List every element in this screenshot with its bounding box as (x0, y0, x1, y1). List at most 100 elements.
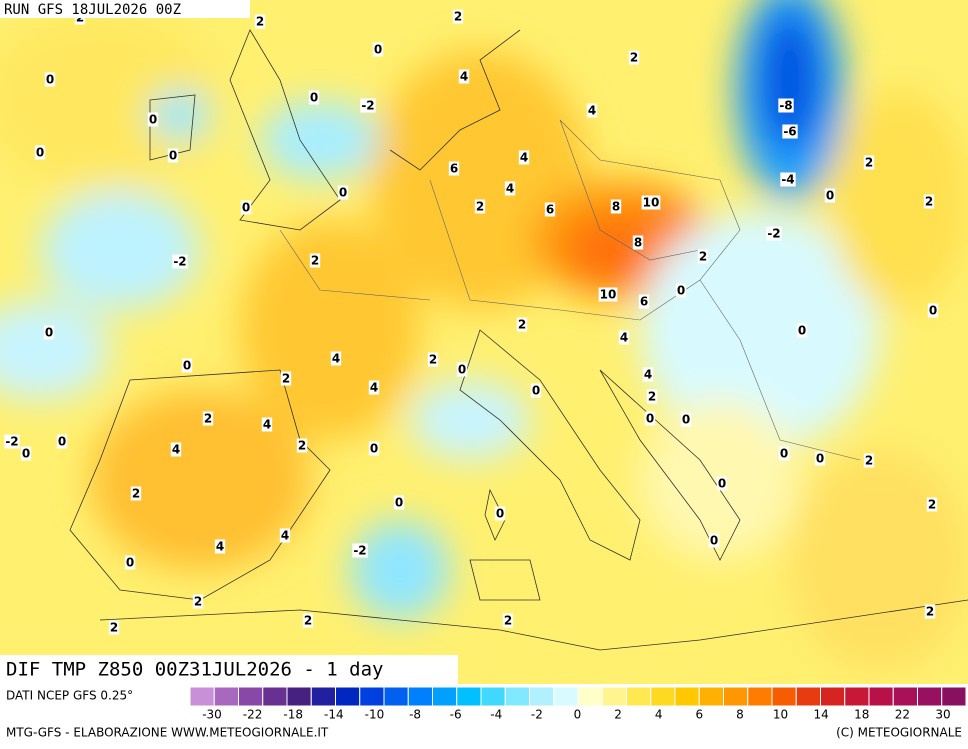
contour-label: 0 (496, 507, 504, 521)
colorbar: -30 -22 -18 -14 -10 -8 -6 -4 -2 0 2 4 6 8 10 14 18 22 30 (189, 686, 967, 722)
contour-label: 2 (204, 412, 212, 426)
contour-label-bg (641, 195, 661, 210)
contour-label: 4 (506, 182, 514, 196)
title-box (0, 655, 458, 684)
coastlines (69, 29, 968, 651)
contour-label-bg (254, 14, 266, 29)
contour-label: -2 (767, 227, 780, 241)
colorbar-tick-label: 4 (655, 708, 663, 722)
contour-label-bg (181, 358, 193, 373)
contour-label-bg (516, 317, 528, 332)
contour-label: 2 (454, 10, 462, 24)
contour-label-bg (924, 604, 936, 619)
colorbar-tick-label: 14 (814, 708, 829, 722)
contour-label-bg (448, 161, 460, 176)
contour-label-bg (44, 72, 56, 87)
contour-label: 0 (339, 186, 347, 200)
contour-label: 2 (256, 15, 264, 29)
contour-label: 4 (460, 70, 468, 84)
contour-label-bg (330, 351, 342, 366)
contour-label: 2 (928, 498, 936, 512)
colorbar-tick-label: -10 (365, 708, 385, 722)
contour-label-bg (642, 367, 654, 382)
colorbar-tick-label: -30 (202, 708, 222, 722)
contour-label-bg (108, 620, 120, 635)
colorbar-tick-label: -6 (450, 708, 462, 722)
contour-label: 4 (520, 151, 528, 165)
contour-label: 0 (816, 452, 824, 466)
contour-label: 2 (429, 353, 437, 367)
contour-label: 8 (634, 236, 642, 250)
colorbar-swatch (456, 686, 482, 707)
contour-label: 0 (149, 113, 157, 127)
contour-label: 2 (926, 605, 934, 619)
contour-label: 0 (183, 359, 191, 373)
colorbar-tick-label: 8 (736, 708, 744, 722)
credit-right: (C) METEOGIORNALE (836, 726, 962, 740)
colorbar-swatch (577, 686, 603, 707)
colorbar-swatch (892, 686, 918, 707)
contour-label-bg (632, 235, 644, 250)
contour-label-bg (4, 434, 20, 449)
contour-label: 2 (311, 254, 319, 268)
contour-label: 10 (643, 196, 660, 210)
contour-label-bg (863, 453, 875, 468)
contour-label-bg (43, 325, 55, 340)
contour-label: 0 (169, 149, 177, 163)
colorbar-tick-label: 0 (574, 708, 582, 722)
contour-label: 2 (132, 487, 140, 501)
contour-label: 2 (648, 390, 656, 404)
colorbar-swatch (335, 686, 361, 707)
contour-label: -4 (781, 173, 794, 187)
contour-label: 0 (682, 413, 690, 427)
contour-label-bg (814, 451, 826, 466)
contour-label-bg (863, 155, 875, 170)
contour-label-bg (56, 434, 68, 449)
contour-label: 2 (518, 318, 526, 332)
contour-label-bg (504, 181, 516, 196)
contour-label-bg (368, 441, 380, 456)
contour-label: 2 (925, 195, 933, 209)
contour-label-bg (337, 185, 349, 200)
colorbar-swatch (820, 686, 846, 707)
contour-label: 2 (110, 621, 118, 635)
contour-label: 4 (370, 381, 378, 395)
contour-label-bg (240, 200, 252, 215)
colorbar-swatch (844, 686, 870, 707)
colorbar-swatch (917, 686, 943, 707)
contour-label: 2 (699, 250, 707, 264)
header-box (0, 0, 250, 18)
contour-label: 4 (281, 529, 289, 543)
contour-label-bg (474, 199, 486, 214)
contour-label-bg (34, 145, 46, 160)
contour-label: 0 (780, 447, 788, 461)
colorbar-swatch (723, 686, 749, 707)
contour-label: 0 (532, 384, 540, 398)
contour-label: 2 (630, 51, 638, 65)
contour-label: 4 (620, 331, 628, 345)
contour-label-bg (308, 90, 320, 105)
contour-label: 0 (929, 304, 937, 318)
colorbar-swatch (310, 686, 336, 707)
contour-label-bg (766, 226, 782, 241)
colorbar-swatch (480, 686, 506, 707)
contour-label: 0 (677, 284, 685, 298)
contour-label-bg (778, 98, 794, 113)
contour-label-bg (598, 287, 618, 302)
contour-label: 8 (612, 200, 620, 214)
run-label: RUN GFS 18JUL2026 00Z (4, 2, 181, 18)
credit-left: MTG-GFS - ELABORAZIONE WWW.METEOGIORNALE… (6, 726, 329, 740)
colorbar-swatch (941, 686, 967, 707)
contour-label-bg (172, 254, 188, 269)
colorbar-swatch (601, 686, 627, 707)
contour-label: 2 (194, 595, 202, 609)
colorbar-swatch (674, 686, 700, 707)
contour-label: 6 (450, 162, 458, 176)
colorbar-swatch (553, 686, 579, 707)
contour-label: 0 (458, 363, 466, 377)
contour-label-bg (279, 528, 291, 543)
contour-label: -2 (353, 544, 366, 558)
contour-label: 0 (710, 534, 718, 548)
colorbar-swatch (238, 686, 264, 707)
contour-label-bg (782, 124, 798, 139)
